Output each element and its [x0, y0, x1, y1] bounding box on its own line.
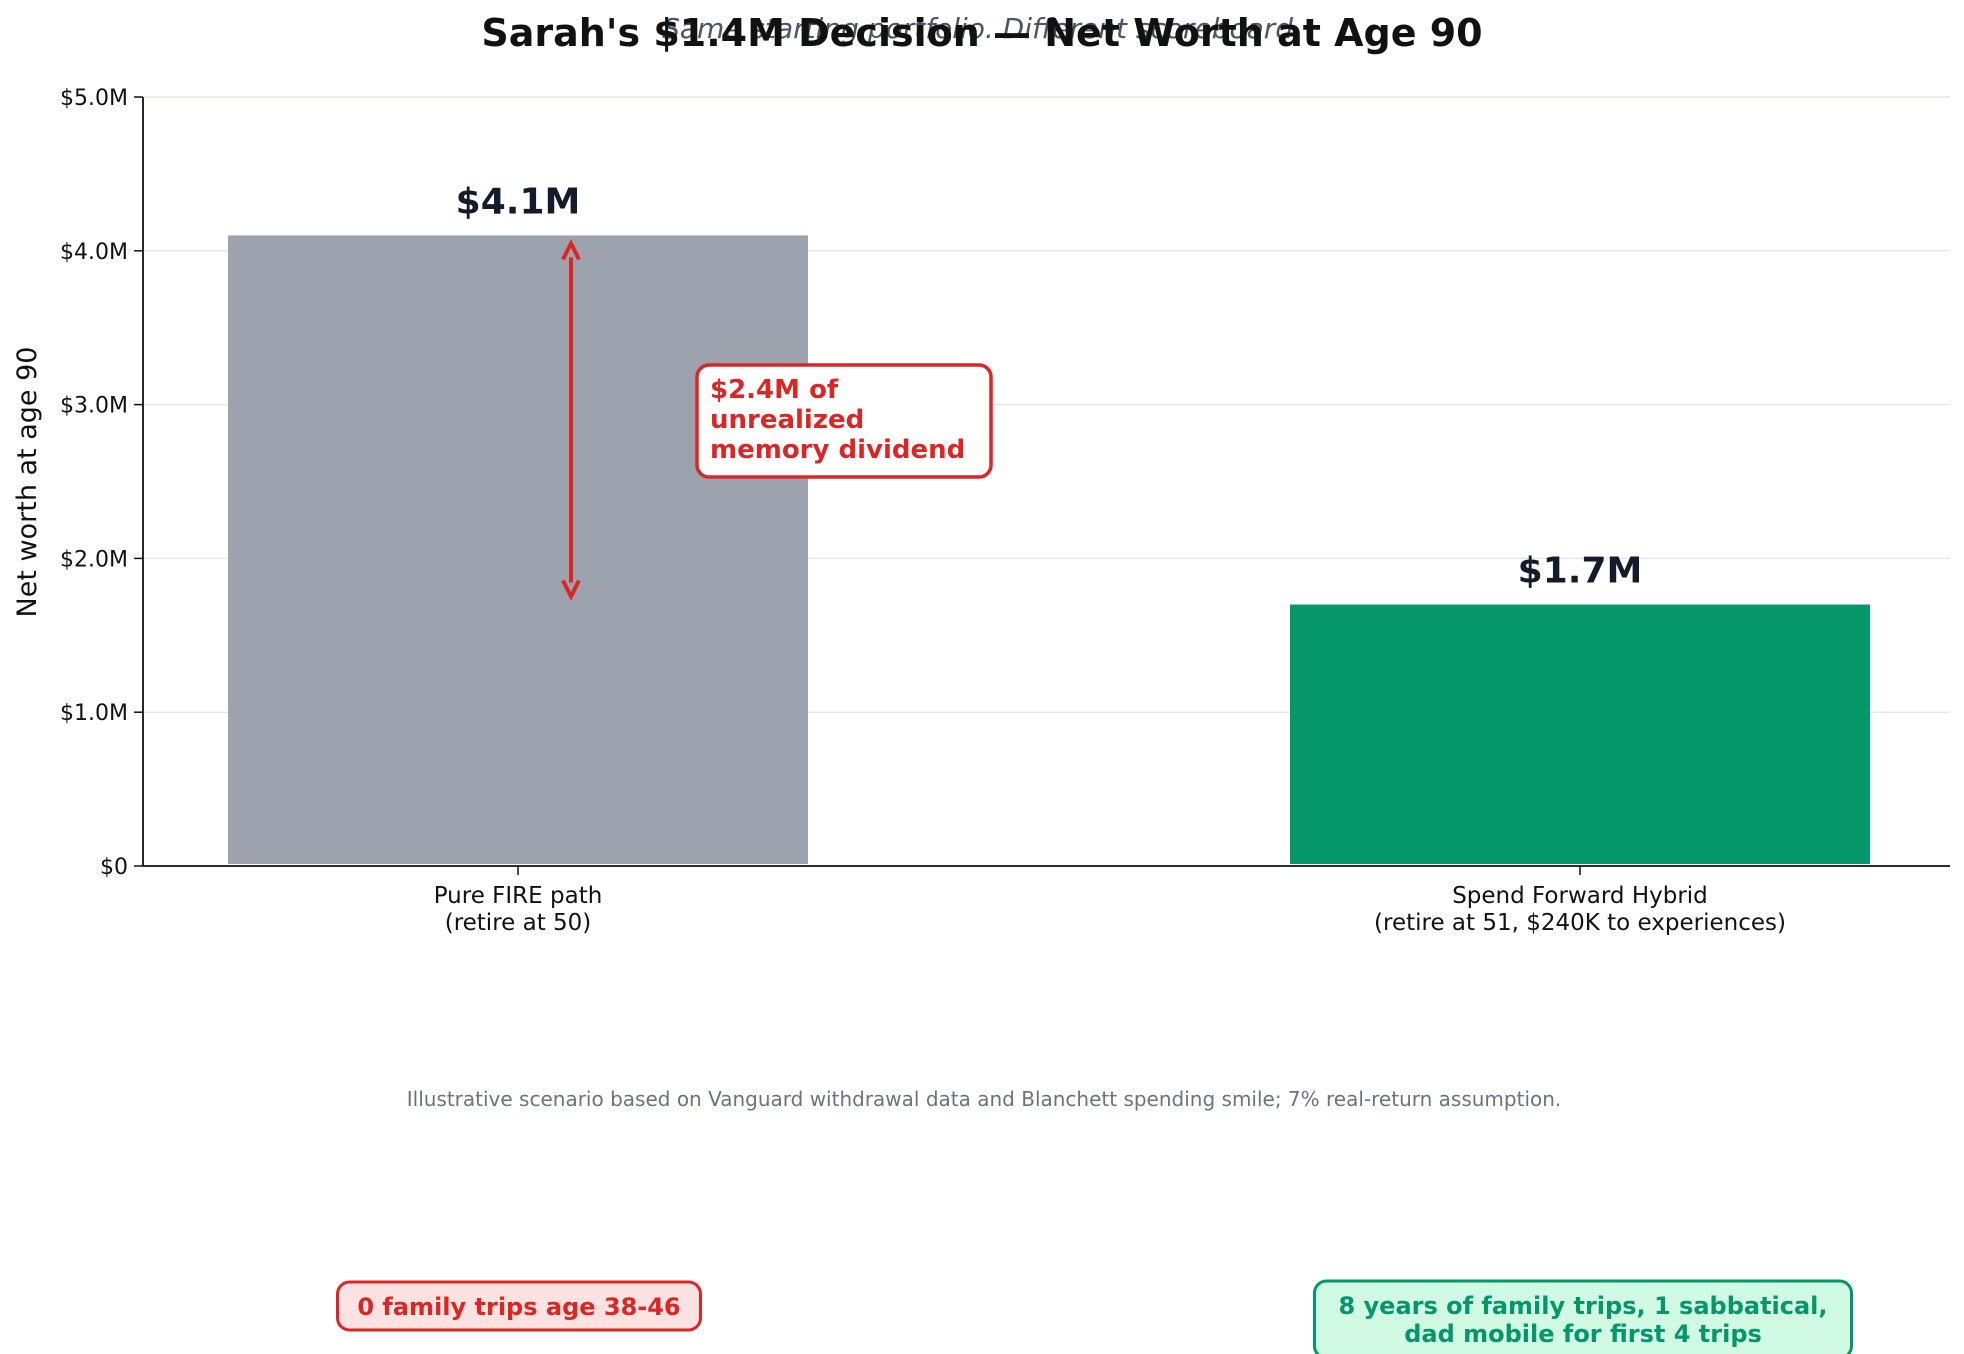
x-tick-label: (retire at 50) — [445, 910, 592, 936]
bar-value-label: $4.1M — [456, 181, 581, 222]
annotation-box — [695, 363, 993, 479]
bar-spend-forward — [1290, 604, 1870, 864]
y-tick-label: $3.0M — [60, 394, 128, 419]
y-tick-label: $2.0M — [60, 547, 128, 572]
y-tick-label: $4.0M — [60, 240, 128, 265]
outcome-badge — [336, 1280, 702, 1332]
axes — [134, 96, 1950, 875]
outcome-badge-text: 8 years of family trips, 1 sabbatical, — [1338, 1292, 1827, 1320]
y-axis-label: Net worth at age 90 — [12, 347, 43, 618]
x-tick-label: (retire at 51, $240K to experiences) — [1374, 910, 1786, 936]
x-tick-label: Spend Forward Hybrid — [1452, 883, 1708, 909]
difference-arrow-head-down — [561, 579, 581, 602]
x-tick-label: Pure FIRE path — [434, 883, 603, 909]
y-tick-label: $5.0M — [60, 86, 128, 111]
difference-arrow-head-up — [561, 238, 581, 261]
bar-pure-fire — [228, 235, 808, 865]
bar-value-label: $1.7M — [1518, 551, 1643, 592]
outcome-badge — [1313, 1279, 1853, 1354]
bars — [228, 235, 1870, 865]
footnote: Illustrative scenario based on Vanguard … — [407, 1087, 1562, 1111]
outcome-badge-text: 0 family trips age 38-46 — [357, 1293, 680, 1321]
labels: $0 $1.0M $2.0M $3.0M $4.0M $5.0M $4.1M Pure FIR… — [12, 11, 1786, 1111]
y-tick-label: $1.0M — [60, 701, 128, 726]
outcome-badge-text: dad mobile for first 4 trips — [1404, 1320, 1762, 1348]
y-tick-label: $0 — [100, 855, 128, 880]
annotation-text: unrealized — [710, 405, 864, 435]
chart-title: Sarah's $1.4M Decision — Net Worth at Ag… — [481, 11, 1482, 55]
chart-subtitle: Same starting portfolio. Different score… — [662, 12, 1302, 45]
annotation-text: $2.4M of — [710, 375, 839, 405]
annotation-text: memory dividend — [710, 435, 965, 465]
